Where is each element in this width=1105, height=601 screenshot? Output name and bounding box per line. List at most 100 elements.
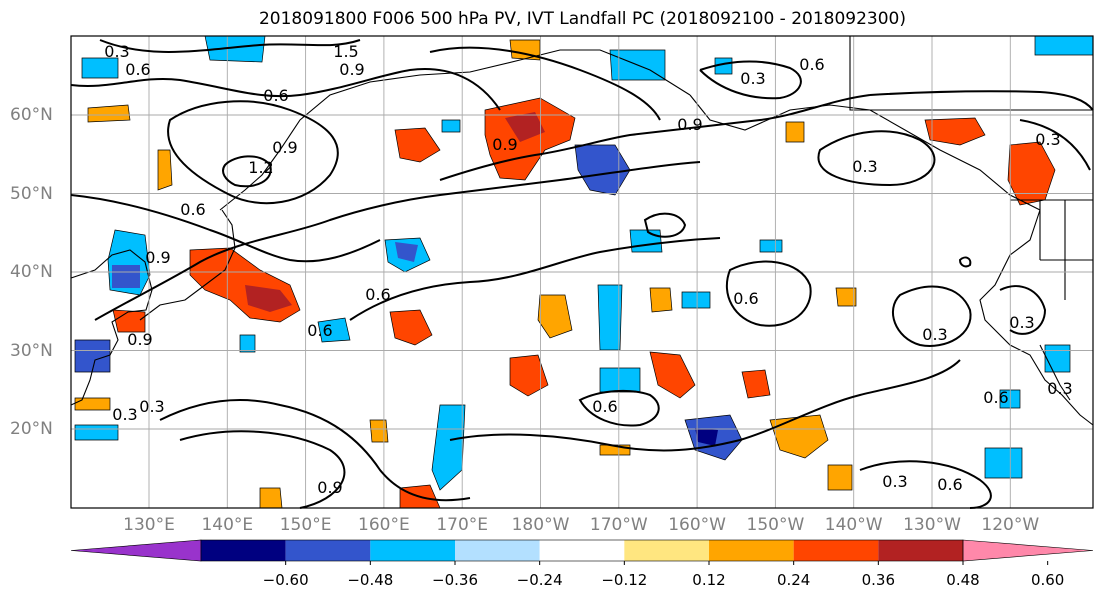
negative-anomaly-patch [629,229,663,253]
state-border [1039,200,1093,300]
colorbar-segment [285,540,371,561]
contour-label: 0.6 [307,321,332,340]
contour-label: 0.9 [492,135,517,154]
positive-anomaly-patch [827,464,853,491]
colorbar [70,539,1094,565]
canada-border [849,36,1093,111]
contour-label: 0.3 [1009,313,1034,332]
colorbar-segment [878,540,963,561]
contour-label: 0.3 [1047,379,1072,398]
contour-label: 0.6 [125,60,150,79]
contour-label: 1.2 [248,158,273,177]
contour-label-layer: 0.30.61.50.90.60.91.20.90.30.90.60.90.90… [104,42,1072,497]
negative-anomaly-patch [714,57,733,75]
positive-anomaly-patch [369,419,389,443]
contour-line [817,130,936,187]
ivt-contours [70,39,1094,509]
contour-line [439,94,871,181]
coastline-japan [139,209,236,321]
contour-label: 0.9 [127,330,152,349]
contour-label: 0.3 [139,397,164,416]
positive-anomaly-patch [785,121,805,143]
contour-label: 0.6 [365,285,390,304]
negative-anomaly-patch [441,119,461,133]
colorbar-segment [539,540,625,561]
longitude-label: 130°W [903,515,961,535]
negative-anomaly-patch [681,291,711,309]
coastlines [70,36,1094,426]
positive-anomaly-patch [74,397,111,411]
contour-label: 1.5 [333,42,358,61]
positive-anomaly-patch [769,414,829,459]
contour-label: 0.6 [733,289,758,308]
longitude-label: 160°W [668,515,726,535]
contour-label: 0.9 [339,60,364,79]
negative-anomaly-patch [984,447,1023,479]
contour-line [99,39,361,53]
contour-line [159,399,471,502]
contour-label: 0.9 [317,478,342,497]
longitude-label: 170°E [436,515,489,535]
positive-anomaly-patch [157,149,173,191]
contour-line [578,389,660,427]
contour-label: 0.3 [922,325,947,344]
contour-line [1019,119,1091,171]
longitude-label: 150°E [279,515,332,535]
contour-label: 0.6 [983,388,1008,407]
contour-label: 0.3 [740,69,765,88]
contour-line [349,237,721,321]
map-frame [70,35,1094,509]
latitude-label: 20°N [10,419,53,439]
contour-line [643,212,687,238]
negative-anomaly-patch [81,57,119,79]
negative-anomaly-patch [395,242,418,262]
positive-anomaly-patch [505,112,545,142]
contour-label: 0.6 [263,86,288,105]
colorbar-tick-label: −0.36 [432,571,478,589]
contour-label: 0.6 [180,200,205,219]
coastline-baja [1039,344,1071,401]
colorbar-segment [201,540,286,561]
positive-anomaly-patch [924,117,986,146]
colorbar-segment [370,540,455,561]
colorbar-tick-label: 0.36 [861,571,896,589]
latitude-label: 60°N [10,105,53,125]
colorbar-tick-label: 0.12 [692,571,726,589]
positive-anomaly-patch [245,285,292,312]
colorbar-segment [624,540,709,561]
positive-anomaly-patch [649,287,673,313]
contour-label: 0.9 [145,248,170,267]
positive-anomaly-patch [537,294,573,339]
positive-anomaly-patch [389,309,433,346]
colorbar-extend-high [962,539,1094,562]
contour-line [179,430,346,509]
negative-anomaly-patch [1044,344,1071,373]
contour-label: 0.3 [852,157,877,176]
longitude-label: 160°E [358,515,410,535]
longitude-label: 120°W [981,515,1040,535]
longitude-label: 150°W [746,515,805,535]
colorbar-tick-label: −0.12 [601,571,648,589]
longitude-label: 140°E [201,515,254,535]
longitude-label: 130°E [123,515,175,535]
positive-anomaly-patch [87,104,131,123]
contour-line [891,285,972,347]
colorbar-tick-label: 0.60 [1030,571,1065,589]
negative-anomaly-patch [1034,35,1094,56]
positive-anomaly-patch [259,487,283,509]
contour-line [70,194,381,263]
negative-anomaly-patch [597,284,623,351]
negative-anomaly-patch [317,317,351,343]
contour-label: 0.9 [272,138,297,157]
negative-anomaly-patch [74,339,111,373]
negative-anomaly-patch [239,334,256,353]
positive-anomaly-patch [394,127,441,163]
contour-line [859,460,992,509]
contour-line [449,359,961,452]
positive-anomaly-patch [112,309,146,333]
coastline-kamchatka [219,49,691,211]
colorbar-tick-label: −0.48 [347,571,394,589]
negative-anomaly-patch [112,265,140,288]
contour-label: 0.3 [882,472,907,491]
negative-anomaly-patch [74,424,119,441]
